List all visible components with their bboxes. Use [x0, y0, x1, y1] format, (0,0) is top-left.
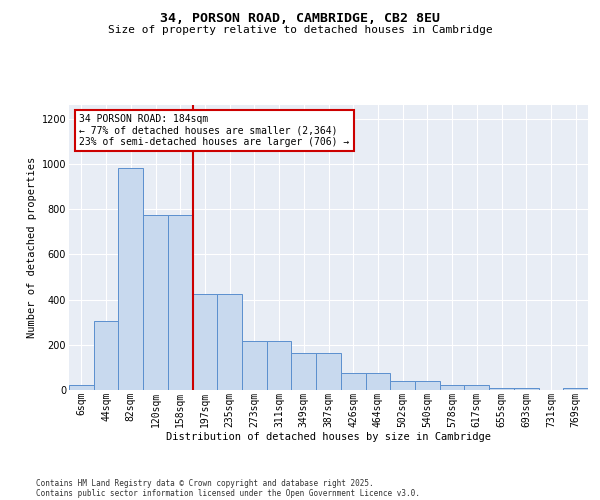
Bar [143, 214, 168, 390]
Bar [390, 381, 415, 390]
Bar [489, 388, 514, 390]
Bar [292, 352, 316, 390]
Bar [464, 386, 489, 390]
Y-axis label: Number of detached properties: Number of detached properties [28, 157, 37, 338]
Bar [193, 294, 217, 390]
Bar [514, 388, 539, 390]
Bar [118, 168, 143, 390]
Bar [242, 342, 267, 390]
Text: Contains public sector information licensed under the Open Government Licence v3: Contains public sector information licen… [36, 488, 420, 498]
Text: 34 PORSON ROAD: 184sqm
← 77% of detached houses are smaller (2,364)
23% of semi-: 34 PORSON ROAD: 184sqm ← 77% of detached… [79, 114, 350, 147]
Bar [440, 386, 464, 390]
Text: Contains HM Land Registry data © Crown copyright and database right 2025.: Contains HM Land Registry data © Crown c… [36, 478, 374, 488]
Bar [94, 321, 118, 390]
Bar [341, 373, 365, 390]
Bar [365, 373, 390, 390]
Bar [69, 386, 94, 390]
Bar [267, 342, 292, 390]
Text: 34, PORSON ROAD, CAMBRIDGE, CB2 8EU: 34, PORSON ROAD, CAMBRIDGE, CB2 8EU [160, 12, 440, 26]
Bar [168, 214, 193, 390]
X-axis label: Distribution of detached houses by size in Cambridge: Distribution of detached houses by size … [166, 432, 491, 442]
Bar [563, 388, 588, 390]
Bar [316, 352, 341, 390]
Text: Size of property relative to detached houses in Cambridge: Size of property relative to detached ho… [107, 25, 493, 35]
Bar [415, 381, 440, 390]
Bar [217, 294, 242, 390]
